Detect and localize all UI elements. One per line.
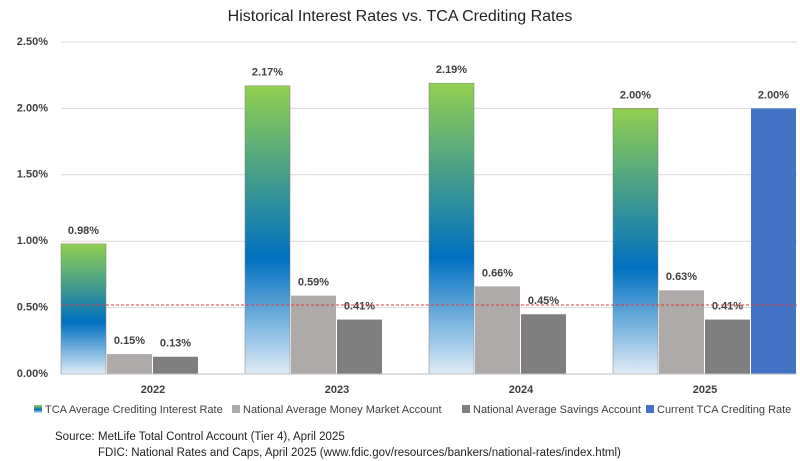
y-tick-label: 2.00% — [17, 102, 48, 114]
bar — [60, 243, 107, 375]
y-tick-label: 0.50% — [17, 302, 48, 314]
source-line: FDIC: National Rates and Caps, April 202… — [98, 447, 621, 459]
value-label: 0.63% — [666, 271, 697, 283]
legend-label: TCA Average Crediting Interest Rate — [45, 404, 223, 416]
x-tick-label: 2025 — [693, 384, 717, 396]
bar — [107, 354, 152, 374]
legend-label: National Average Money Market Account — [243, 404, 442, 416]
legend-label: Current TCA Crediting Rate — [657, 404, 791, 416]
value-label: 0.15% — [114, 335, 145, 347]
bar — [705, 319, 750, 374]
value-label: 2.17% — [252, 67, 283, 79]
value-label: 0.66% — [482, 267, 513, 279]
bar — [612, 108, 659, 375]
value-label: 0.13% — [160, 338, 191, 350]
value-label: 2.00% — [758, 89, 789, 101]
value-label: 0.41% — [344, 300, 375, 312]
y-tick-label: 1.00% — [17, 235, 48, 247]
value-label: 2.19% — [436, 64, 467, 76]
chart-title: Historical Interest Rates vs. TCA Credit… — [228, 8, 573, 25]
bar — [428, 82, 475, 375]
value-label: 0.98% — [68, 225, 99, 237]
source-line: MetLife Total Control Account (Tier 4), … — [98, 431, 345, 443]
legend-swatch — [646, 405, 654, 413]
legend-label: National Average Savings Account — [473, 404, 641, 416]
value-label: 0.45% — [528, 295, 559, 307]
bar — [291, 295, 336, 374]
y-tick-label: 1.50% — [17, 169, 48, 181]
legend-swatch — [232, 405, 240, 413]
x-tick-label: 2024 — [509, 384, 534, 396]
bar — [337, 319, 382, 374]
y-tick-label: 2.50% — [17, 36, 48, 48]
bar — [751, 108, 796, 375]
bar — [244, 85, 291, 375]
legend-swatch — [462, 405, 470, 413]
value-label: 0.59% — [298, 277, 329, 289]
bar — [153, 356, 198, 374]
source-label: Source: — [55, 431, 95, 443]
bar — [659, 290, 704, 374]
value-label: 0.41% — [712, 300, 743, 312]
x-tick-label: 2022 — [141, 384, 165, 396]
bar — [475, 286, 520, 374]
bar — [521, 314, 566, 374]
x-tick-label: 2023 — [325, 384, 349, 396]
y-tick-label: 0.00% — [17, 368, 48, 380]
legend-swatch — [34, 405, 42, 413]
value-label: 2.00% — [620, 89, 651, 101]
